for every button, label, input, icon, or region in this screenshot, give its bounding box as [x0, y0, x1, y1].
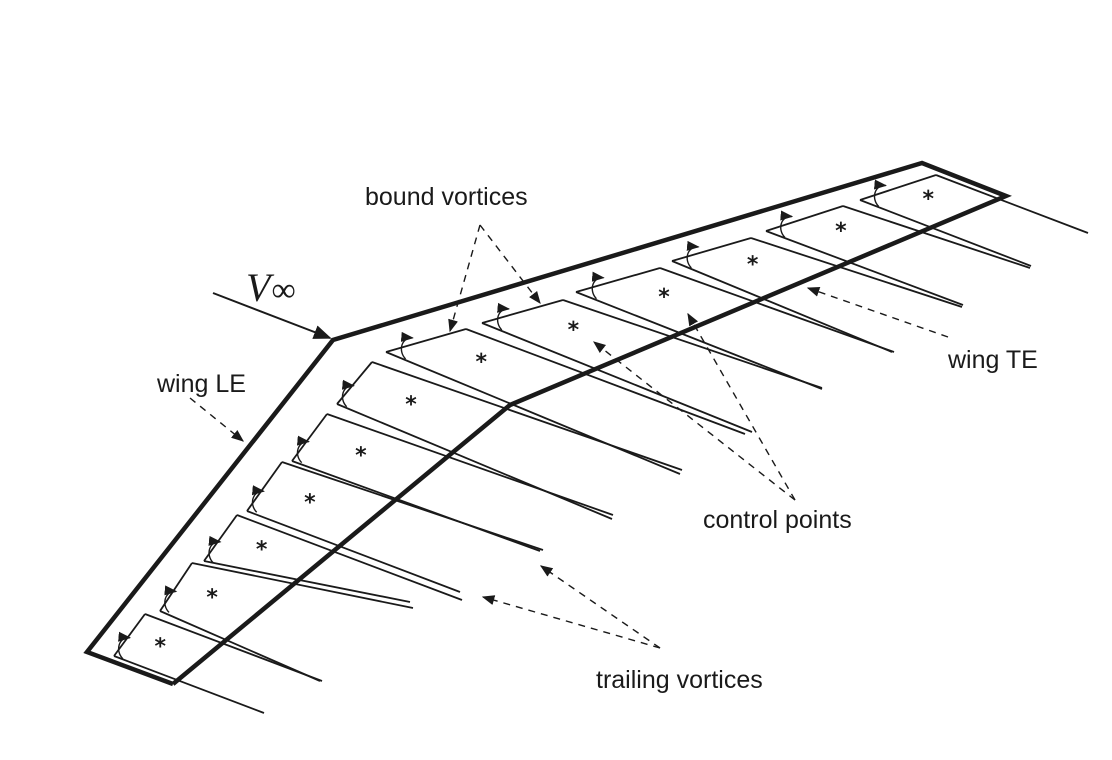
vortex-segment	[935, 174, 1089, 234]
circulation-arrow	[686, 240, 700, 269]
circulation-arrow	[591, 271, 605, 300]
wing-te-label: wing TE	[948, 346, 1038, 374]
control-point-marker: *	[256, 538, 268, 563]
vortex-segment	[859, 174, 937, 201]
infinity-subscript: ∞	[271, 272, 296, 309]
bound-vortices-leader-1	[448, 224, 481, 333]
circulation-arrow	[251, 485, 265, 513]
control-point-marker: *	[923, 187, 935, 212]
vortex-segment	[671, 260, 893, 353]
circulation-arrow	[341, 379, 355, 408]
vortex-segment	[326, 413, 614, 516]
wing-outline	[83, 160, 1012, 687]
control-point-marker: *	[304, 490, 316, 515]
trailing-vortices-label: trailing vortices	[596, 666, 763, 694]
circulation-arrow	[780, 210, 794, 238]
vortex-segment	[385, 351, 681, 475]
leader-arrows	[189, 224, 949, 649]
vortex-panels: * * * * * * * * * * * *	[113, 174, 1089, 714]
control-points-leader-2	[687, 312, 796, 501]
trailing-vortices-leader-1	[481, 595, 661, 649]
trailing-vortices-leader-2	[539, 565, 661, 649]
wing-te-leader	[806, 286, 949, 338]
circulation-arrow	[164, 585, 178, 613]
control-points-leader-1	[593, 341, 796, 501]
v-symbol: V	[246, 265, 271, 310]
control-point-marker: *	[568, 318, 580, 343]
control-points-label: control points	[703, 506, 852, 534]
vortex-segment	[203, 560, 411, 603]
circulation-arrow	[117, 631, 132, 660]
vortex-segment	[371, 361, 683, 471]
vortex-segment	[291, 460, 541, 552]
circulation-arrow	[496, 302, 511, 331]
vortex-segment	[671, 237, 752, 262]
vortex-segment	[336, 403, 613, 520]
circulation-arrow	[296, 435, 310, 464]
control-point-marker: *	[835, 219, 847, 244]
control-point-marker: *	[476, 350, 488, 375]
vortex-segment	[246, 510, 461, 593]
wing-le-label: wing LE	[157, 370, 246, 398]
freestream-arrow	[212, 292, 332, 339]
vortex-segment	[859, 199, 1032, 267]
circulation-arrow	[873, 179, 887, 207]
vortex-segment	[842, 205, 1031, 269]
circulation-arrow	[208, 535, 222, 564]
control-point-marker: *	[355, 444, 367, 469]
vortex-segment	[765, 230, 964, 306]
control-point-marker: *	[206, 586, 218, 611]
vortex-segment	[659, 267, 895, 353]
control-point-marker: *	[747, 253, 759, 278]
circulation-arrow	[400, 331, 414, 360]
control-point-marker: *	[658, 285, 670, 310]
vortex-segment	[385, 328, 467, 353]
freestream-velocity-label: V∞	[246, 268, 296, 308]
vortex-segment	[191, 562, 414, 609]
vortex-segment	[159, 610, 321, 682]
control-point-marker: *	[405, 392, 417, 417]
control-point-marker: *	[154, 634, 166, 659]
wing-le-leader	[189, 397, 244, 442]
vortex-segment	[281, 461, 544, 551]
vortex-segment	[481, 299, 564, 324]
vortex-segment	[575, 267, 661, 293]
vortex-segment	[575, 291, 823, 390]
vortex-segment	[465, 328, 746, 435]
bound-vortices-label: bound vortices	[365, 183, 528, 211]
vortex-segment	[113, 655, 265, 714]
vortex-segment	[481, 322, 753, 433]
bound-vortices-leader-2	[479, 224, 541, 304]
vortex-segment	[562, 299, 823, 389]
vortex-segment	[765, 205, 844, 232]
vortex-segment	[750, 237, 963, 308]
vortex-segment	[236, 514, 463, 601]
